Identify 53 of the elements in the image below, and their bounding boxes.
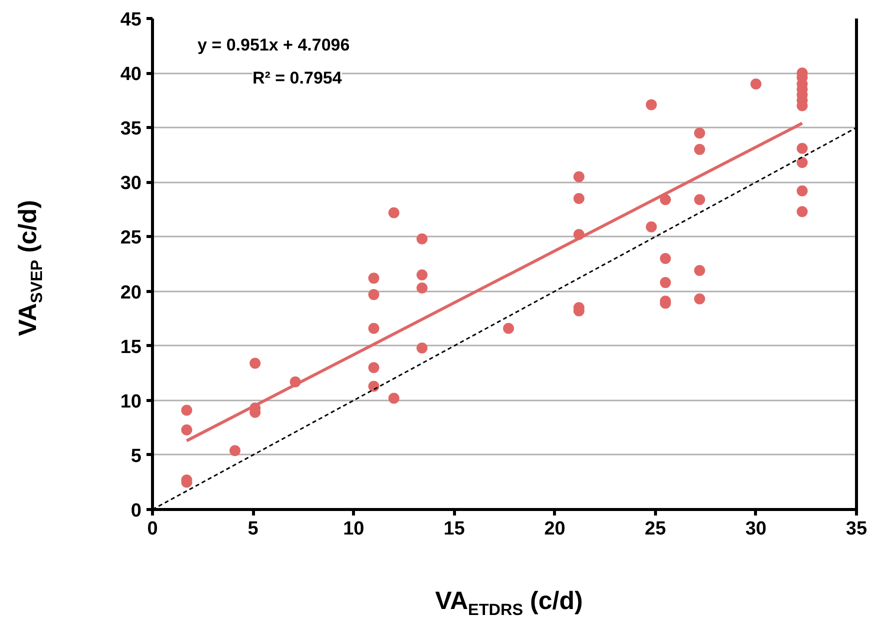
point (181, 424, 192, 436)
point (694, 144, 706, 155)
point (503, 322, 514, 334)
point (368, 380, 380, 392)
point (646, 221, 657, 232)
y-tick-label: 35 (120, 118, 142, 140)
x-axis-title: VA$_{ETDRS}$ (c/d) (434, 586, 584, 621)
point (694, 128, 706, 139)
y-tick-label: 0 (130, 500, 142, 522)
point (416, 269, 428, 280)
point (694, 194, 706, 206)
point (250, 358, 261, 369)
point (660, 253, 671, 264)
x-tick-label: 15 (444, 518, 466, 540)
point (388, 207, 400, 218)
annotation: R² = 0.7954 (252, 68, 342, 88)
y-tick-label: 15 (120, 336, 142, 358)
point (796, 206, 808, 218)
y-tick-label: 25 (120, 228, 142, 249)
point (694, 293, 706, 304)
point (181, 404, 192, 416)
point (368, 362, 380, 374)
point (660, 277, 671, 288)
annotation: y = 0.951x + 4.7096 (198, 36, 350, 54)
x-tick-label: 10 (343, 518, 364, 540)
y-tick-label: 40 (120, 64, 142, 86)
y-tick-label: 20 (120, 282, 142, 304)
point (796, 185, 808, 196)
point (796, 157, 808, 168)
y-tick-label: 5 (130, 446, 142, 467)
x-tick-label: 5 (248, 518, 259, 540)
point (368, 272, 380, 284)
point (368, 322, 380, 334)
point (416, 282, 428, 294)
point (573, 193, 584, 204)
point (694, 265, 706, 276)
y-tick-label: 45 (120, 10, 142, 30)
point (646, 99, 657, 110)
y-tick-label: 10 (120, 391, 142, 412)
x-tick-label: 35 (846, 518, 868, 540)
point (796, 142, 808, 154)
x-tick-label: 0 (147, 518, 158, 540)
point (229, 445, 240, 456)
point (573, 171, 584, 182)
point (388, 392, 400, 404)
y-tick-label: 30 (120, 173, 142, 194)
point (416, 233, 428, 244)
point (368, 289, 380, 300)
x-tick-label: 20 (544, 518, 566, 540)
point (416, 342, 428, 354)
point (750, 78, 762, 90)
x-tick-label: 30 (745, 518, 766, 540)
x-tick-label: 25 (644, 518, 666, 540)
